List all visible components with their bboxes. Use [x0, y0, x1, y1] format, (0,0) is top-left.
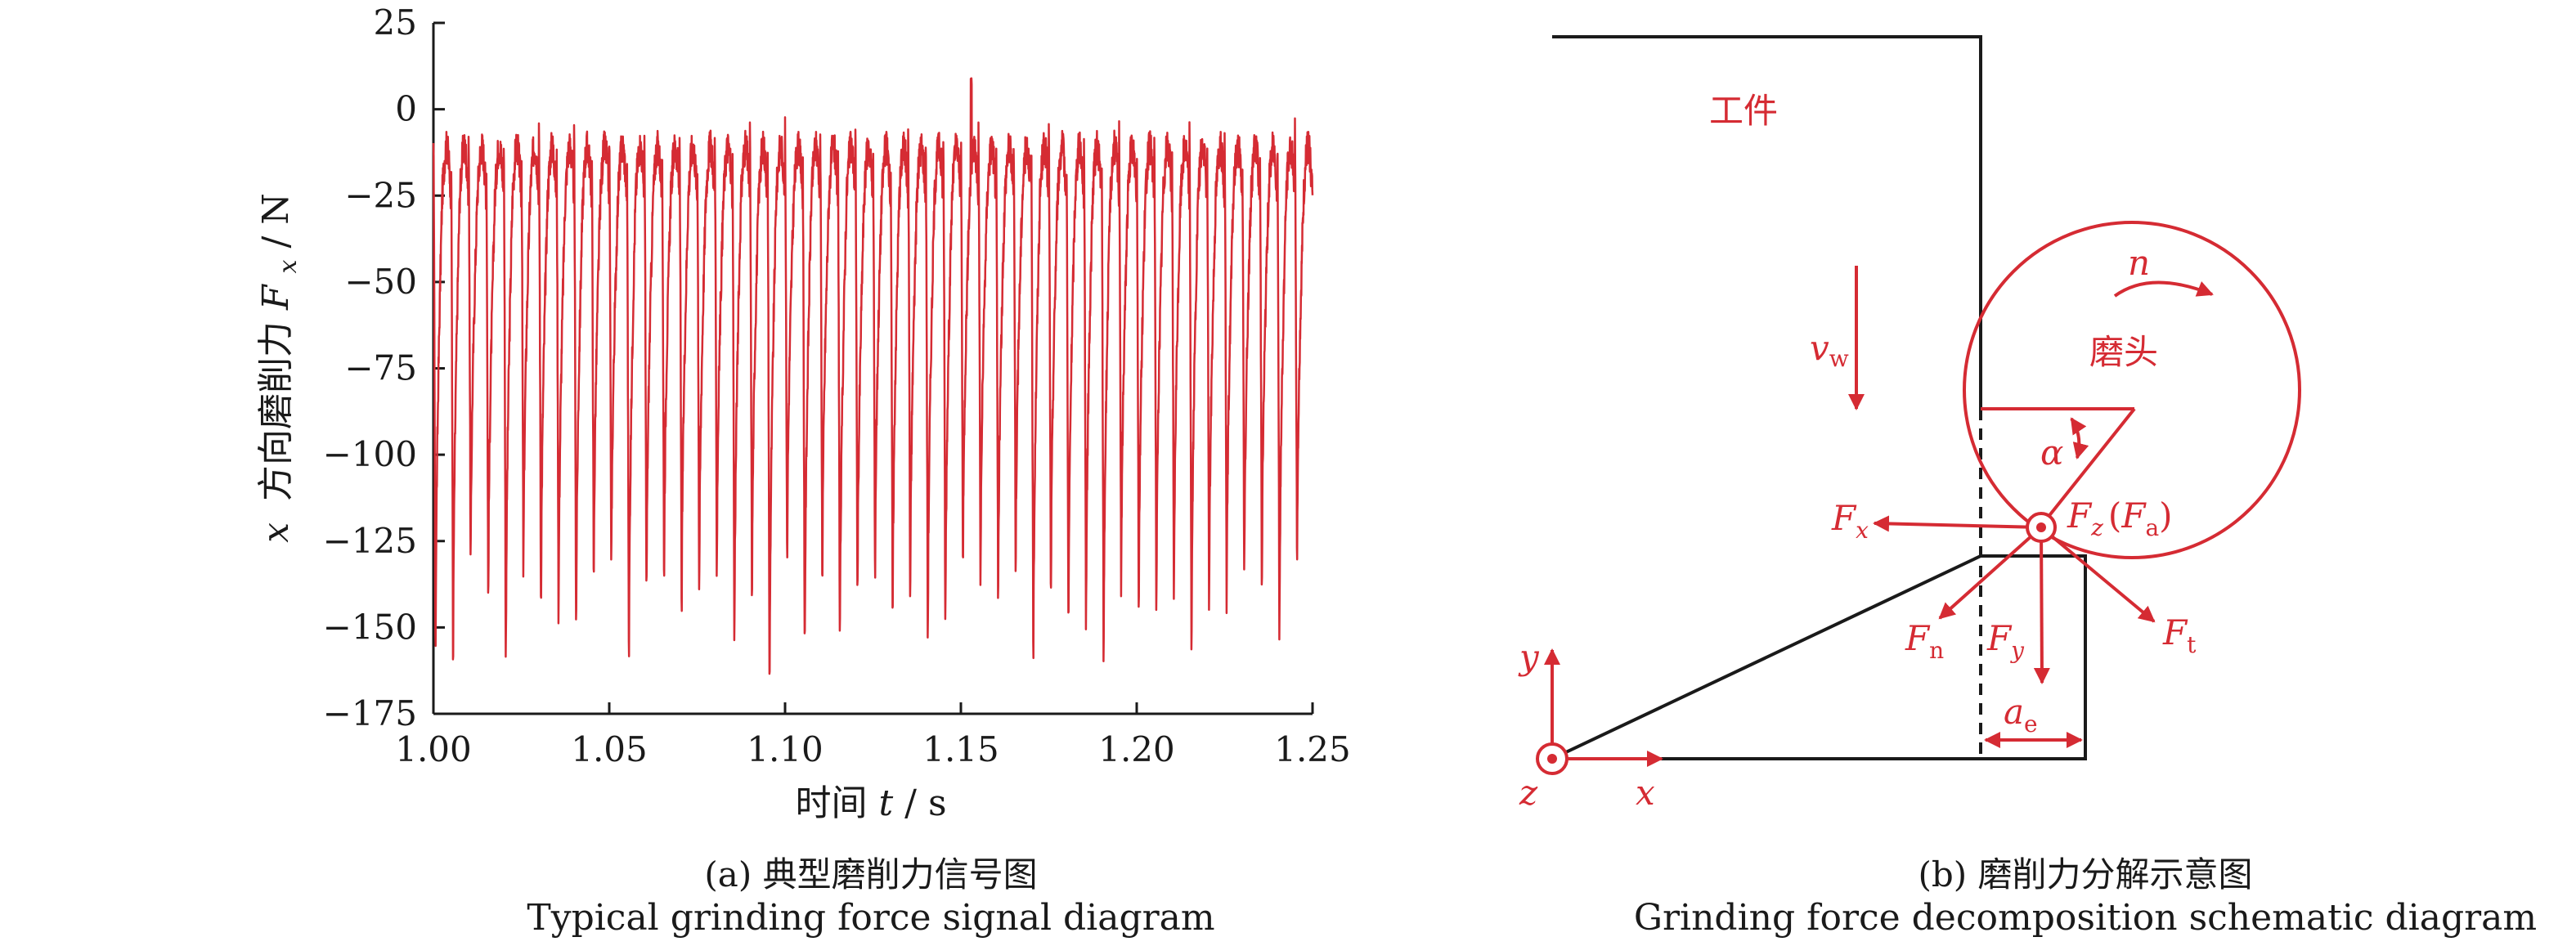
series-line — [432, 77, 1314, 675]
y-axis-label: x 方向磨削力 F x / N — [255, 193, 305, 543]
fn-symbol: F — [1905, 618, 1931, 658]
alpha-arc — [2070, 417, 2089, 460]
y-label-prefix: x — [255, 522, 297, 543]
series-group — [432, 77, 1314, 675]
y-label-subscript: x — [274, 259, 303, 273]
y-tick-label: −125 — [323, 521, 417, 561]
y-tick-label: −75 — [344, 348, 417, 388]
fa-subscript: a — [2145, 514, 2159, 541]
axis-x-label: x — [1636, 773, 1655, 813]
fn-subscript: n — [1929, 637, 1944, 664]
y-tick-label: 0 — [395, 89, 417, 129]
fy-symbol: F — [1986, 618, 2013, 658]
ft-label: Ft — [2162, 612, 2197, 658]
chart-axes — [432, 23, 1313, 715]
y-tick-label: −175 — [323, 693, 417, 733]
grinding-wheel — [1963, 221, 2301, 559]
x-axis-label: 时间 t / s — [795, 782, 946, 824]
fn-arrow — [1938, 526, 2043, 620]
vw-subscript: w — [1829, 345, 1849, 372]
force-decomposition-diagram: 工件 磨头 n vw α Fx Fz (Fa) Fn Fy Ft ae y x z — [1518, 35, 2301, 813]
x-tick-label: 1.25 — [1274, 729, 1351, 769]
y-label-unit: / N — [255, 193, 297, 248]
ae-symbol: a — [2004, 692, 2024, 732]
vw-label: vw — [1810, 328, 1849, 372]
rotation-arrow — [2113, 280, 2214, 298]
ft-subscript: t — [2187, 631, 2197, 658]
fy-label: Fy — [1986, 618, 2025, 664]
x-tick-label: 1.00 — [395, 729, 472, 769]
y-tick-label: −25 — [344, 175, 417, 215]
alpha-label: α — [2040, 433, 2063, 473]
caption-b-cn: (b) 磨削力分解示意图 — [1918, 854, 2253, 894]
fx-symbol: F — [1831, 498, 1857, 538]
ft-arrow — [2040, 526, 2156, 623]
fz-label: Fz (Fa) — [2067, 495, 2173, 541]
alpha-slant-line — [2043, 407, 2136, 523]
x-tick-label: 1.20 — [1098, 729, 1175, 769]
fz-subscript: z — [2090, 514, 2103, 541]
ft-symbol: F — [2162, 612, 2188, 652]
caption-b-en: Grinding force decomposition schematic d… — [1633, 897, 2538, 939]
workpiece-outline — [1551, 35, 2087, 760]
y-label-text: 方向磨削力 — [255, 310, 297, 501]
ae-subscript: e — [2024, 711, 2038, 738]
x-tick-label: 1.05 — [571, 729, 648, 769]
vw-symbol: v — [1810, 328, 1829, 368]
fx-label: Fx — [1831, 498, 1869, 544]
x-label-unit: / s — [904, 782, 946, 824]
fz-dot — [2036, 522, 2046, 532]
fa-symbol: F — [2120, 495, 2147, 536]
x-tick-label: 1.10 — [747, 729, 824, 769]
x-ticks: 1.00 1.05 1.10 1.15 1.20 1.25 — [395, 702, 1351, 769]
axis-z-label: z — [1519, 773, 1538, 813]
rotation-n-label: n — [2128, 243, 2150, 283]
caption-a-cn: (a) 典型磨削力信号图 — [704, 854, 1038, 894]
coord-z-dot — [1547, 754, 1557, 764]
fy-arrow — [2033, 527, 2050, 684]
fx-subscript: x — [1856, 517, 1869, 544]
y-ticks: 25 0 −25 −50 −75 −100 −125 −150 −175 — [323, 2, 445, 733]
fz-symbol: F — [2067, 495, 2093, 536]
force-signal-chart: 25 0 −25 −50 −75 −100 −125 −150 −175 1.00 1.05 1.1… — [255, 2, 1351, 824]
y-tick-label: 25 — [374, 2, 417, 43]
fy-subscript: y — [2009, 637, 2025, 664]
fn-label: Fn — [1905, 618, 1944, 664]
fx-arrow — [1873, 515, 2042, 532]
caption-a-en: Typical grinding force signal diagram — [527, 897, 1215, 939]
x-label-text: 时间 — [795, 782, 878, 824]
wheel-label: 磨头 — [2089, 332, 2158, 372]
y-tick-label: −50 — [344, 262, 417, 302]
y-tick-label: −150 — [323, 607, 417, 647]
workpiece-label: 工件 — [1709, 91, 1778, 131]
axis-y-label: y — [1518, 637, 1540, 677]
y-tick-label: −100 — [323, 434, 417, 474]
x-label-symbol: t — [878, 782, 893, 824]
ae-label: ae — [2004, 692, 2038, 738]
x-tick-label: 1.15 — [922, 729, 999, 769]
y-label-symbol: F — [255, 284, 297, 311]
